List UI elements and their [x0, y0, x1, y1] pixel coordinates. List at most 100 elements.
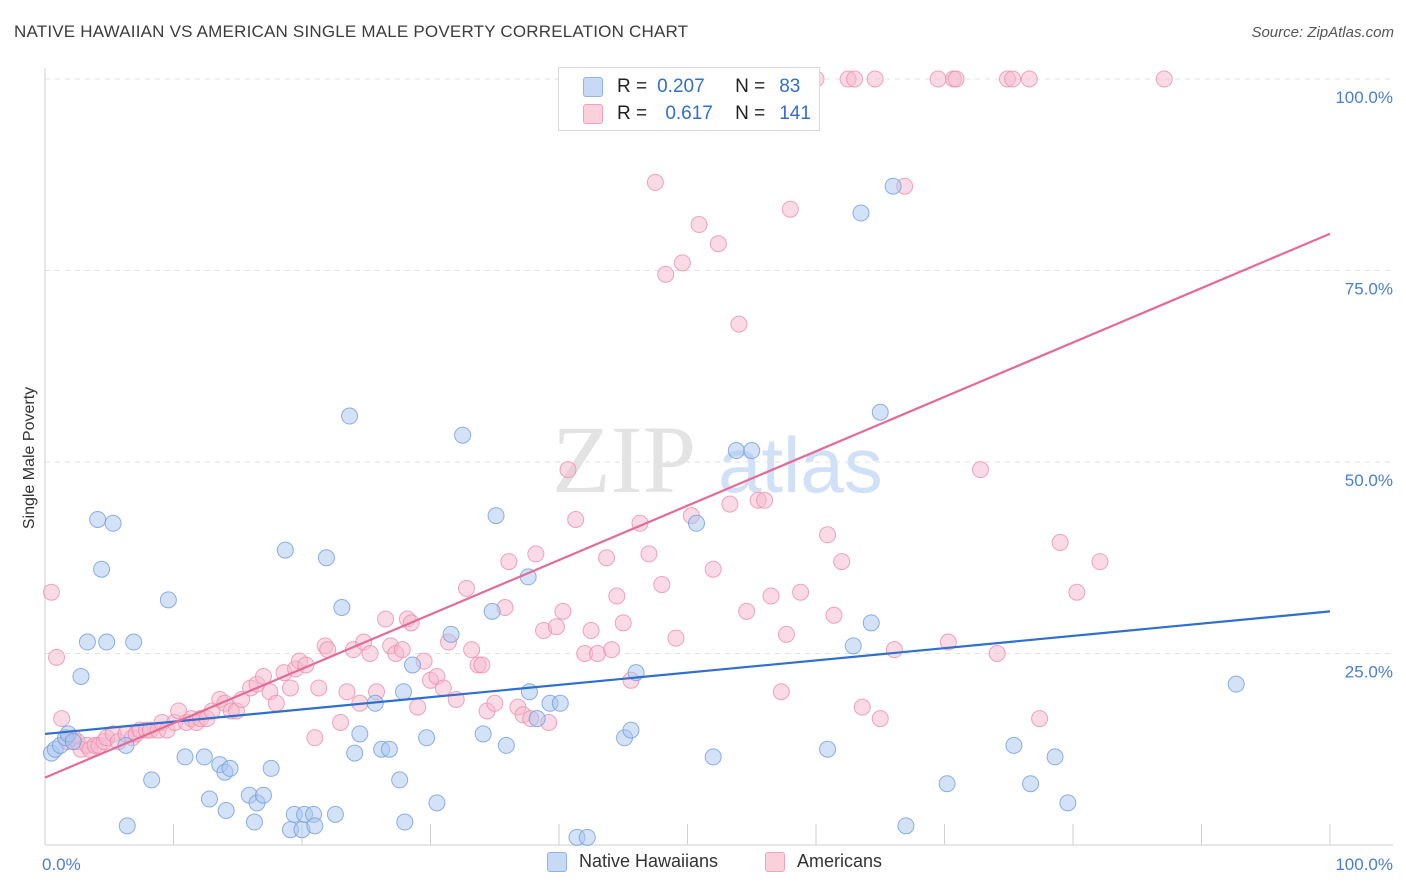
native-hawaiians-point — [351, 725, 369, 743]
native-hawaiians-point — [487, 507, 505, 525]
americans-point — [589, 645, 607, 662]
americans-point — [361, 645, 379, 662]
americans-point — [772, 683, 790, 701]
americans-point — [939, 633, 957, 651]
native-hawaiians-trend-line — [44, 610, 1331, 736]
native-hawaiians-point — [871, 403, 889, 421]
americans-point — [781, 200, 799, 218]
bottom-legend-label: Americans — [797, 851, 883, 871]
bottom-legend-swatch-blue — [547, 851, 567, 872]
native-hawaiians-point — [262, 759, 280, 777]
bottom-legend: Native Hawaiians Americans — [0, 851, 1406, 877]
americans-point — [833, 553, 851, 571]
americans-point — [704, 560, 722, 578]
native-hawaiians-point — [704, 748, 722, 766]
native-hawaiians-point — [1227, 675, 1245, 693]
trend-lines — [44, 232, 1331, 779]
legend-r-value: 0.207 — [657, 76, 705, 97]
native-hawaiians-point — [1059, 794, 1077, 812]
americans-point — [885, 641, 903, 659]
legend-r-label: R = — [617, 103, 648, 124]
native-hawaiians-point — [78, 633, 96, 651]
legend-n-value: 83 — [779, 76, 801, 97]
americans-point — [310, 679, 328, 697]
x-tick-label: 0.0% — [42, 855, 81, 874]
legend-n-value: 141 — [779, 103, 811, 124]
native-hawaiians-point — [143, 771, 161, 789]
americans-point — [853, 698, 871, 716]
americans-point — [738, 602, 756, 620]
native-hawaiians-point — [396, 813, 414, 831]
native-hawaiians-point — [221, 759, 239, 777]
y-tick-label: 75.0% — [1345, 280, 1393, 299]
native-hawaiians-point — [454, 426, 472, 444]
americans-point — [657, 265, 675, 283]
americans-point — [473, 656, 491, 674]
americans-point — [48, 648, 66, 666]
americans-point — [690, 216, 708, 234]
americans-point — [1091, 553, 1109, 571]
native-hawaiians-point — [391, 771, 409, 789]
native-hawaiians-point — [578, 828, 596, 846]
native-hawaiians-point — [341, 407, 359, 425]
native-hawaiians-point — [346, 744, 364, 762]
native-hawaiians-point — [497, 736, 515, 754]
americans-point — [614, 614, 632, 632]
native-hawaiians-point — [125, 633, 143, 651]
americans-point — [567, 510, 585, 528]
americans-point — [53, 710, 71, 728]
americans-point — [500, 553, 518, 571]
americans-point — [1051, 533, 1069, 551]
americans-point — [640, 545, 658, 563]
americans-point — [463, 641, 481, 659]
americans-point — [792, 583, 810, 601]
native-hawaiians-point — [64, 733, 82, 751]
native-hawaiians-point — [118, 817, 136, 835]
americans-point — [1020, 70, 1038, 88]
watermark-zip: ZIP — [552, 406, 696, 513]
americans-point — [756, 491, 774, 509]
americans-point — [42, 583, 60, 601]
americans-point — [527, 545, 545, 563]
native-hawaiians-point — [687, 514, 705, 532]
americans-point — [777, 625, 795, 643]
americans-point — [646, 173, 664, 191]
bottom-legend-swatch-pink — [765, 851, 785, 872]
y-axis-label: Single Male Poverty — [21, 387, 38, 529]
native-hawaiians-point — [93, 560, 111, 578]
native-hawaiians-point — [89, 510, 107, 528]
legend-r-label: R = — [617, 76, 648, 97]
americans-point — [819, 526, 837, 544]
native-hawaiians-point — [1005, 736, 1023, 754]
legend-n-label: N = — [735, 76, 766, 97]
native-hawaiians-point — [844, 637, 862, 655]
americans-point — [971, 461, 989, 479]
americans-point — [486, 694, 504, 712]
native-hawaiians-point — [1022, 775, 1040, 793]
native-hawaiians-point — [317, 549, 335, 567]
native-hawaiians-point — [819, 740, 837, 758]
americans-point — [825, 606, 843, 624]
americans-point — [709, 235, 727, 253]
native-hawaiians-point — [938, 775, 956, 793]
native-hawaiians-point — [72, 667, 90, 685]
americans-point — [947, 70, 965, 88]
chart-title: NATIVE HAWAIIAN VS AMERICAN SINGLE MALE … — [14, 22, 689, 41]
native-hawaiians-point — [380, 740, 398, 758]
americans-point — [559, 461, 577, 479]
native-hawaiians-point — [98, 633, 116, 651]
native-hawaiians-point — [528, 710, 546, 728]
native-hawaiians-point — [474, 725, 492, 743]
native-hawaiians-point — [276, 541, 294, 559]
americans-point — [603, 641, 621, 659]
y-tick-label: 50.0% — [1345, 471, 1393, 490]
native-hawaiians-point — [245, 813, 263, 831]
native-hawaiians-point — [622, 721, 640, 739]
x-tick-label: 100.0% — [1335, 855, 1393, 874]
native-hawaiians-point — [333, 599, 351, 617]
americans-point — [846, 70, 864, 88]
americans-point — [598, 549, 616, 567]
native-hawaiians-point — [217, 802, 235, 820]
native-hawaiians-point — [326, 805, 344, 823]
